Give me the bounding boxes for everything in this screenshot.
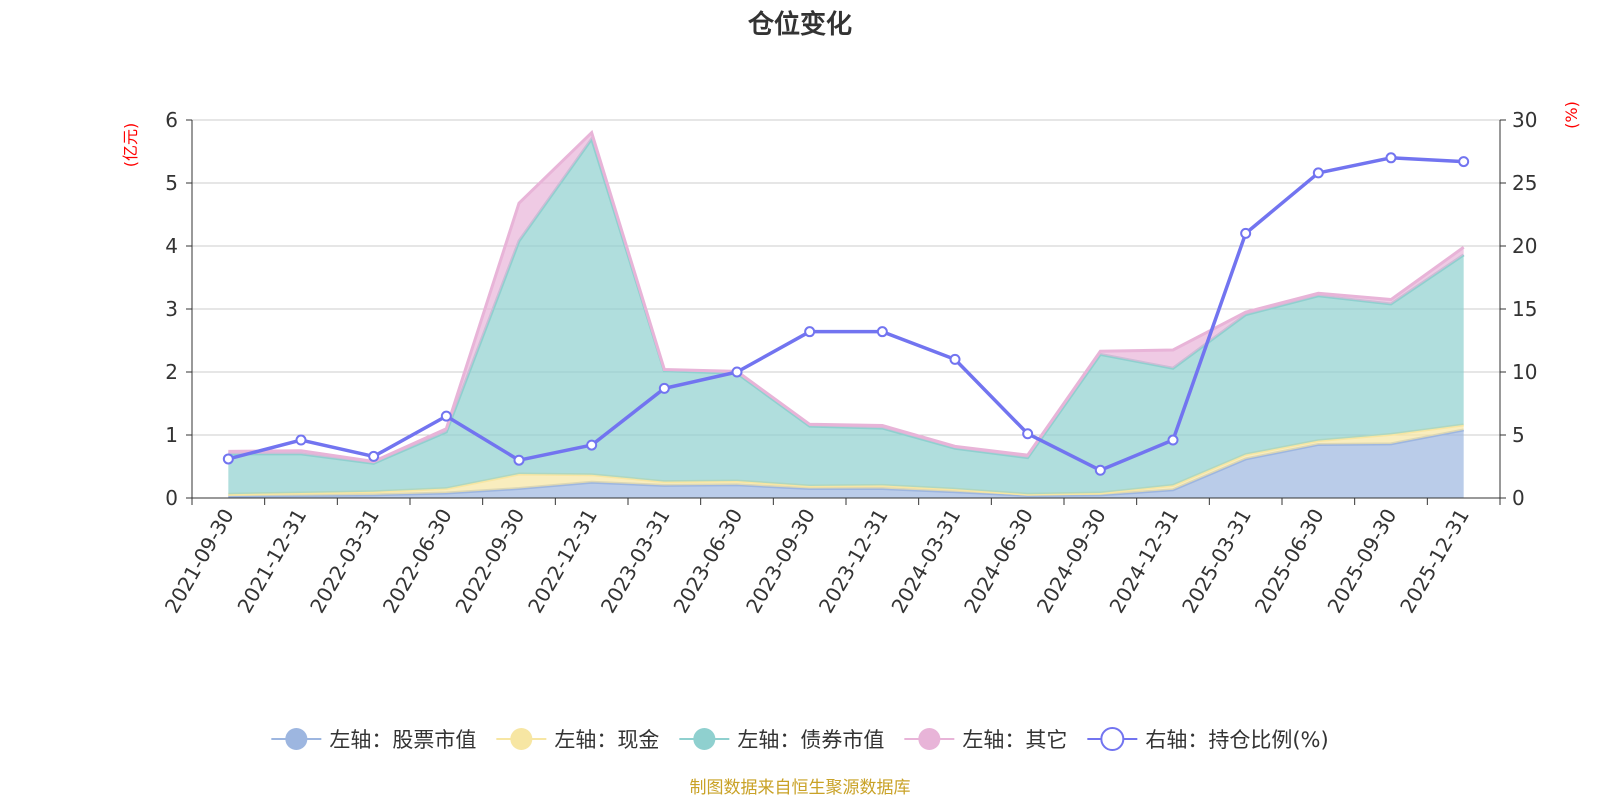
x-tick-label: 2025-03-31: [1177, 505, 1256, 618]
left-tick-label: 4: [165, 234, 178, 258]
stacked-areas: [228, 129, 1465, 498]
legend-swatch: [693, 728, 716, 750]
legend-swatch: [1100, 727, 1125, 751]
area-1: [228, 429, 1464, 498]
ratio-point: [1312, 167, 1324, 179]
left-tick-label: 2: [165, 360, 178, 384]
left-tick-label: 6: [165, 108, 178, 132]
x-tick-label: 2025-06-30: [1250, 505, 1329, 618]
legend-label: 右轴：持仓比例(%): [1145, 728, 1328, 752]
x-tick-label: 2024-03-31: [886, 505, 965, 618]
x-tick-label: 2024-12-31: [1104, 505, 1183, 618]
legend-swatch: [510, 728, 533, 750]
ratio-point: [513, 454, 525, 466]
ratio-point: [1094, 464, 1106, 476]
x-tick-label: 2022-09-30: [450, 505, 529, 618]
ratio-point: [295, 434, 307, 446]
x-tick-label: 2023-03-31: [596, 505, 675, 618]
ratio-point: [949, 353, 961, 365]
ratio-line: [222, 152, 1470, 476]
right-tick-label: 10: [1512, 360, 1537, 384]
legend-label: 左轴：其它: [962, 728, 1067, 752]
x-tick-label: 2024-09-30: [1032, 505, 1111, 618]
x-tick-label: 2021-12-31: [232, 505, 311, 618]
chart-title: 仓位变化: [747, 9, 852, 40]
legend-swatch: [918, 728, 941, 750]
ratio-point: [1167, 434, 1179, 446]
legend-label: 左轴：现金: [554, 728, 659, 752]
x-tick-label: 2024-06-30: [959, 505, 1038, 618]
ratio-point: [1385, 152, 1397, 164]
x-tick-label: 2022-12-31: [523, 505, 602, 618]
ratio-point: [368, 450, 380, 462]
left-tick-label: 0: [165, 486, 178, 510]
left-tick-label: 1: [165, 423, 178, 447]
right-tick-label: 0: [1512, 486, 1525, 510]
legend-swatch: [285, 728, 308, 750]
area-edge-4: [228, 129, 1465, 464]
x-tick-label: 2023-12-31: [814, 505, 893, 618]
source-note: 制图数据来自恒生聚源数据库: [690, 778, 911, 798]
x-tick-label: 2023-06-30: [668, 505, 747, 618]
area-4: [228, 132, 1464, 464]
left-tick-label: 5: [165, 171, 178, 195]
right-tick-label: 30: [1512, 108, 1537, 132]
ratio-point: [586, 439, 598, 451]
area-3: [228, 138, 1464, 495]
x-tick-label: 2025-09-30: [1322, 505, 1401, 618]
legend: 左轴：股票市值 左轴：现金 左轴：债券市值 左轴：其它 右轴：持仓比例(%): [271, 727, 1329, 752]
ratio-point: [440, 410, 452, 422]
x-tick-label: 2022-03-31: [305, 505, 384, 618]
ratio-point: [1240, 227, 1252, 239]
ratio-point: [1022, 428, 1034, 440]
ratio-point: [731, 366, 743, 378]
legend-label: 左轴：债券市值: [737, 728, 884, 752]
x-tick-label: 2023-09-30: [741, 505, 820, 618]
ratio-line-path: [227, 156, 1464, 473]
ratio-point: [1458, 156, 1470, 168]
right-axis-unit: (%): [1562, 101, 1581, 129]
ratio-point: [876, 326, 888, 338]
x-tick-label: 2025-12-31: [1395, 505, 1474, 618]
area-2: [228, 424, 1464, 497]
x-tick-label: 2022-06-30: [378, 505, 457, 618]
right-tick-label: 25: [1512, 171, 1537, 195]
right-tick-label: 5: [1512, 423, 1525, 447]
right-tick-label: 20: [1512, 234, 1537, 258]
x-tick-label: 2021-09-30: [160, 505, 239, 618]
left-tick-label: 3: [165, 297, 178, 321]
ratio-point: [804, 326, 816, 338]
left-axis-unit: (亿元): [121, 123, 140, 168]
right-tick-label: 15: [1512, 297, 1537, 321]
ratio-point: [658, 382, 670, 394]
legend-label: 左轴：股票市值: [329, 728, 476, 752]
ratio-point: [222, 453, 234, 465]
